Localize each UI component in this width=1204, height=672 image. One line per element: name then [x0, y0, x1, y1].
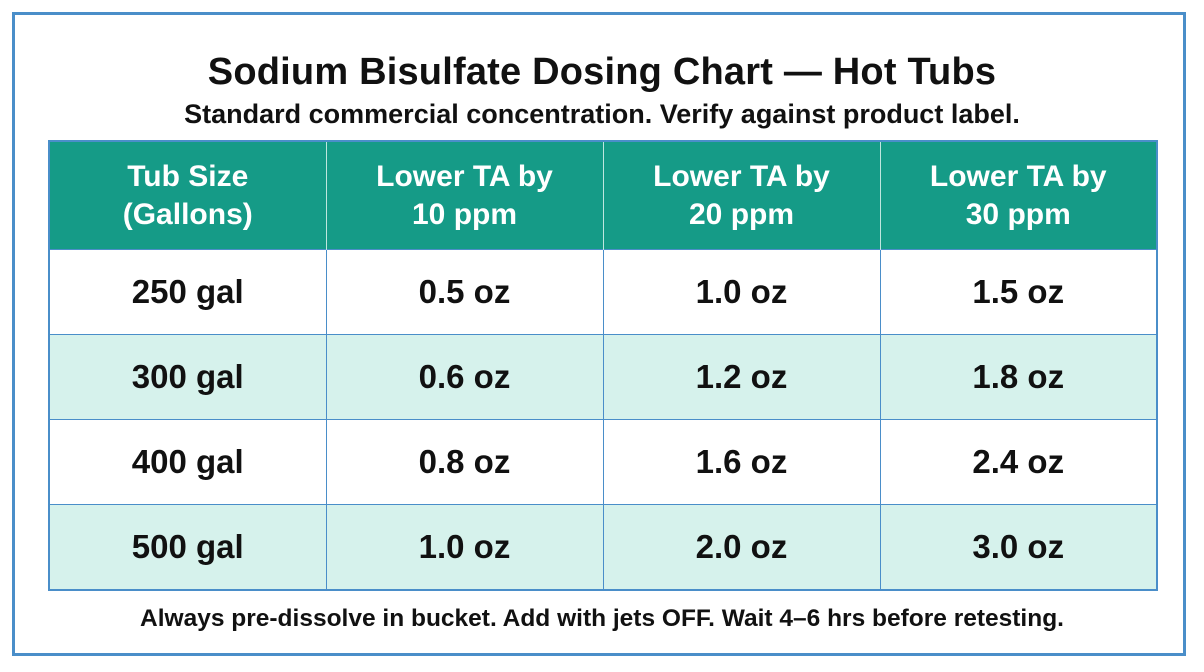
- dose-cell: 1.0 oz: [325, 504, 604, 591]
- table-row: 300 gal 0.6 oz 1.2 oz 1.8 oz: [48, 334, 1158, 420]
- dose-cell: 1.6 oz: [602, 419, 881, 505]
- header-lower-30: Lower TA by 30 ppm: [879, 141, 1158, 250]
- chart-frame: Sodium Bisulfate Dosing Chart — Hot Tubs…: [12, 12, 1186, 656]
- header-row: Tub Size (Gallons) Lower TA by 10 ppm Lowe…: [48, 141, 1158, 250]
- dose-cell: 1.0 oz: [602, 249, 881, 335]
- footnote: Always pre-dissolve in bucket. Add with …: [140, 605, 1064, 632]
- dose-cell: 0.5 oz: [325, 249, 604, 335]
- chart-title: Sodium Bisulfate Dosing Chart — Hot Tubs: [207, 51, 997, 93]
- table-row: 400 gal 0.8 oz 1.6 oz 2.4 oz: [48, 419, 1158, 505]
- table-row: 500 gal 1.0 oz 2.0 oz 3.0 oz: [48, 504, 1158, 591]
- tub-size-cell: 250 gal: [48, 249, 327, 335]
- dose-cell: 2.4 oz: [879, 419, 1158, 505]
- header-lower-10: Lower TA by 10 ppm: [325, 141, 604, 250]
- tub-size-cell: 300 gal: [48, 334, 327, 420]
- header-tub-size: Tub Size (Gallons): [48, 141, 327, 250]
- dose-cell: 1.5 oz: [879, 249, 1158, 335]
- header-lower-20: Lower TA by 20 ppm: [602, 141, 881, 250]
- dose-cell: 0.6 oz: [325, 334, 604, 420]
- dose-cell: 2.0 oz: [602, 504, 881, 591]
- table-row: 250 gal 0.5 oz 1.0 oz 1.5 oz: [48, 249, 1158, 335]
- dosing-table: Tub Size (Gallons) Lower TA by 10 ppm Lowe…: [48, 140, 1158, 591]
- dose-cell: 1.8 oz: [879, 334, 1158, 420]
- tub-size-cell: 400 gal: [48, 419, 327, 505]
- dose-cell: 0.8 oz: [325, 419, 604, 505]
- dose-cell: 1.2 oz: [602, 334, 881, 420]
- dose-cell: 3.0 oz: [879, 504, 1158, 591]
- chart-subtitle: Standard commercial concentration. Verif…: [184, 99, 1020, 129]
- tub-size-cell: 500 gal: [48, 504, 327, 591]
